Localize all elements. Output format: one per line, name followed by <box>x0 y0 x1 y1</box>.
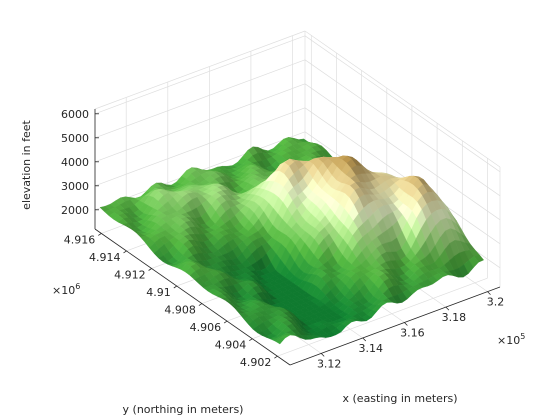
wall-gridline-z <box>304 107 501 245</box>
elevation-surface <box>99 137 485 345</box>
floor-gridline-y <box>277 277 488 357</box>
wall-gridline-z <box>304 59 501 197</box>
y-tick-label: 4.91 <box>146 286 171 299</box>
wall-edge <box>94 30 306 110</box>
wall-gridline-z <box>94 35 306 115</box>
y-tick-mark <box>223 320 228 324</box>
y-tick-label: 4.916 <box>64 233 96 246</box>
x-axis-label: x (easting in meters) <box>343 392 458 405</box>
tick-labels: 3.12 3.14 3.16 3.18 3.2 4.902 4.904 4.906 4.908 4… <box>61 108 504 371</box>
y-tick-label: 4.914 <box>89 251 121 264</box>
x-tick-label: 3.12 <box>317 357 342 370</box>
x-tick-mark <box>487 291 491 295</box>
wall-gridline-z <box>94 83 306 163</box>
y-tick-label: 4.902 <box>240 356 272 369</box>
y-exponent-label: ×106 <box>52 282 80 297</box>
x-tick-label: 3.18 <box>442 311 467 324</box>
y-tick-label: 4.906 <box>190 321 222 334</box>
z-tick-label: 2000 <box>61 204 89 217</box>
z-tick-label: 3000 <box>61 180 89 193</box>
z-tick-label: 4000 <box>61 156 89 169</box>
x-tick-mark <box>362 337 367 342</box>
y-tick-mark <box>148 268 152 271</box>
y-tick-label: 4.912 <box>114 269 146 282</box>
y-axis-line <box>94 228 291 366</box>
y-tick-label: 4.904 <box>215 339 247 352</box>
axes-box <box>94 109 501 366</box>
y-tick-mark <box>123 250 127 254</box>
y-tick-mark <box>249 338 253 342</box>
x-tick-label: 3.16 <box>400 327 425 340</box>
x-tick-mark <box>445 306 450 311</box>
wall-gridline-z <box>304 35 501 173</box>
y-tick-mark <box>98 233 102 236</box>
z-tick-label: 6000 <box>61 108 89 121</box>
surface-cell <box>275 337 286 345</box>
x-axis-line <box>289 286 501 366</box>
wall-gridline-z <box>94 59 306 139</box>
y-tick-label: 4.908 <box>164 304 196 317</box>
y-tick-mark <box>198 303 203 306</box>
y-axis-label: y (northing in meters) <box>123 403 244 416</box>
y-tick-mark <box>173 285 178 289</box>
x-tick-label: 3.14 <box>359 342 384 355</box>
z-tick-label: 5000 <box>61 132 89 145</box>
x-exponent-label: ×105 <box>497 332 525 347</box>
wall-edge <box>304 30 501 168</box>
x-tick-mark <box>320 353 325 357</box>
x-tick-label: 3.2 <box>487 296 505 309</box>
wall-gridline-z <box>94 107 306 187</box>
x-tick-mark <box>404 322 408 326</box>
y-tick-mark <box>274 355 278 359</box>
wall-gridline-z <box>304 83 501 221</box>
z-axis-label: elevation in feet <box>20 119 33 209</box>
